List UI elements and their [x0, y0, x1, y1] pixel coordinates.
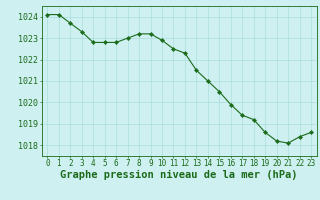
X-axis label: Graphe pression niveau de la mer (hPa): Graphe pression niveau de la mer (hPa) — [60, 170, 298, 180]
